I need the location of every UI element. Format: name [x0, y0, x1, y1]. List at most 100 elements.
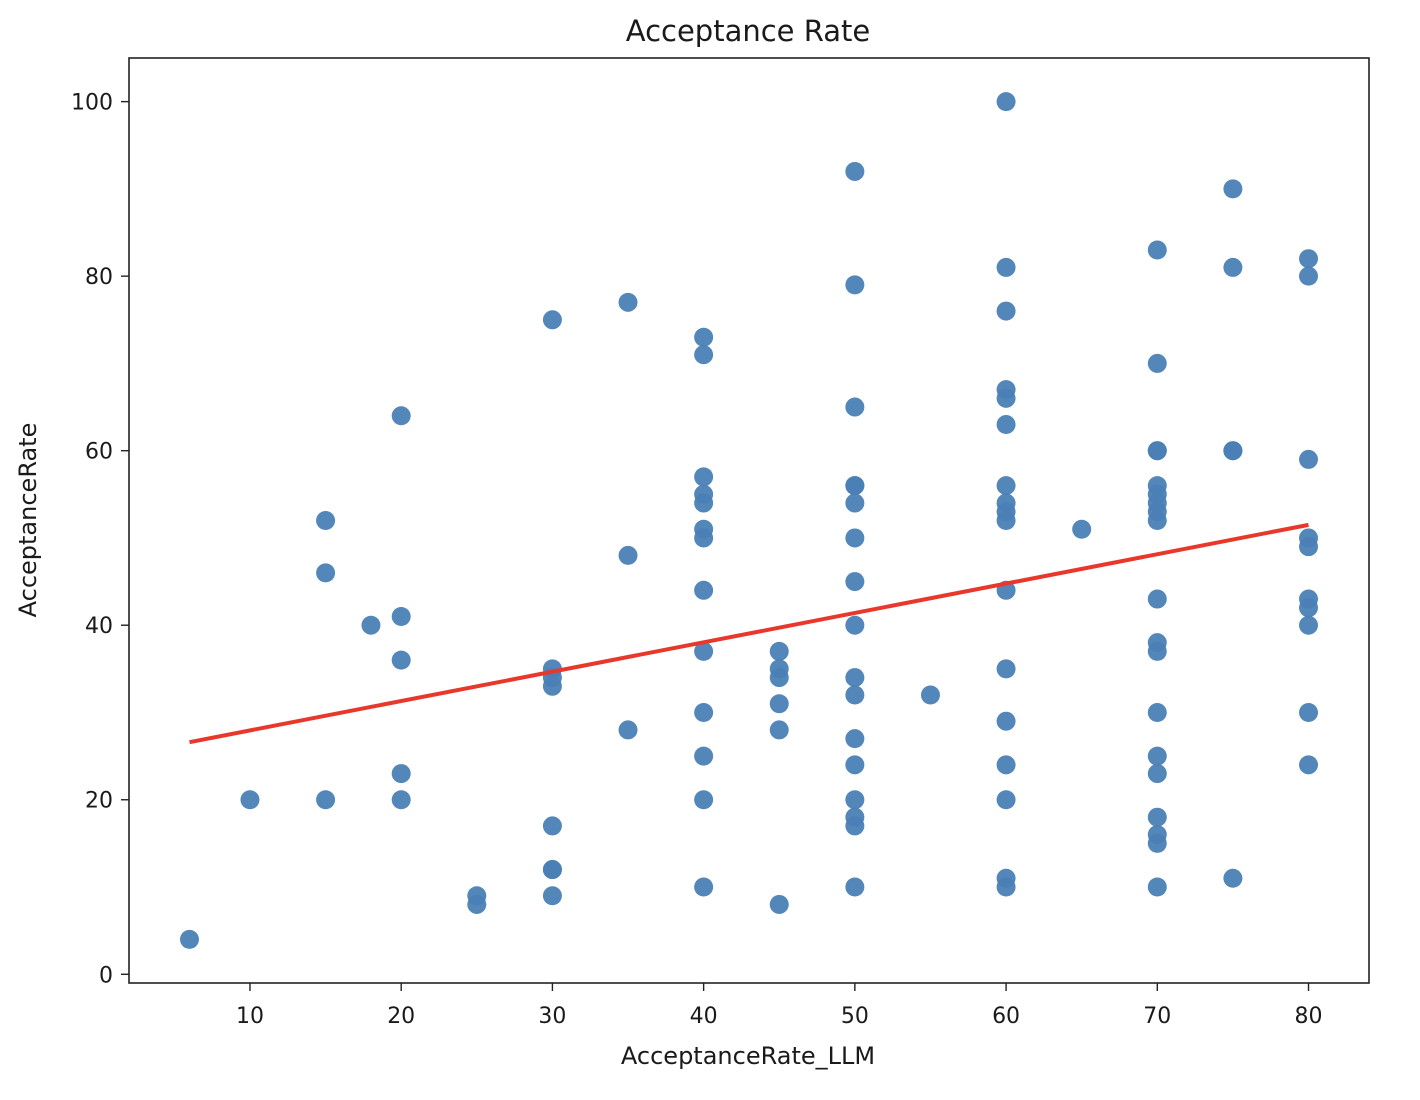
scatter-point	[996, 790, 1016, 810]
scatter-point	[845, 397, 865, 417]
scatter-point	[845, 685, 865, 705]
scatter-point	[618, 292, 638, 312]
scatter-point	[845, 528, 865, 548]
scatter-point	[996, 388, 1016, 408]
x-tick-label: 80	[1295, 1004, 1323, 1029]
scatter-point	[1147, 877, 1167, 897]
scatter-point	[694, 345, 714, 365]
scatter-point	[694, 702, 714, 722]
scatter-point	[996, 511, 1016, 530]
scatter-point	[996, 711, 1016, 731]
scatter-point	[845, 493, 865, 513]
y-tick-label: 80	[85, 265, 113, 290]
scatter-point	[391, 606, 411, 626]
scatter-point	[1147, 746, 1167, 766]
y-tick-label: 100	[71, 91, 113, 116]
scatter-point	[1147, 833, 1167, 853]
scatter-point	[1223, 441, 1243, 461]
scatter-point	[694, 746, 714, 766]
y-tick-label: 60	[85, 440, 113, 465]
scatter-point	[996, 877, 1016, 897]
scatter-point	[1223, 179, 1243, 199]
scatter-point	[769, 668, 789, 688]
scatter-point	[1299, 266, 1319, 286]
scatter-point	[845, 668, 865, 688]
scatter-point	[845, 790, 865, 810]
scatter-point	[769, 720, 789, 740]
scatter-point	[845, 161, 865, 181]
scatter-point	[618, 545, 638, 565]
x-axis-ticks: 10 20 30 40 50 60 70 80	[236, 983, 1323, 1029]
scatter-point	[1147, 641, 1167, 661]
scatter-point	[845, 275, 865, 295]
scatter-point	[1147, 353, 1167, 373]
y-axis-label: AcceptanceRate	[14, 423, 42, 618]
x-tick-label: 30	[538, 1004, 566, 1029]
scatter-point	[769, 894, 789, 914]
scatter-point	[361, 615, 381, 635]
scatter-point	[179, 929, 199, 949]
scatter-point	[467, 894, 487, 914]
x-tick-label: 70	[1143, 1004, 1171, 1029]
x-tick-label: 20	[387, 1004, 415, 1029]
scatter-point	[542, 886, 562, 906]
scatter-point	[1147, 764, 1167, 784]
scatter-point	[996, 476, 1016, 496]
scatter-point	[1147, 702, 1167, 722]
scatter-point	[769, 694, 789, 714]
scatter-point	[845, 476, 865, 496]
x-tick-label: 10	[236, 1004, 264, 1029]
scatter-point	[542, 816, 562, 836]
scatter-point	[845, 572, 865, 592]
scatter-point	[316, 790, 336, 810]
scatter-point	[845, 615, 865, 635]
scatter-point	[1299, 449, 1319, 469]
scatter-point	[542, 860, 562, 880]
plot-frame	[128, 57, 1370, 984]
scatter-point	[694, 580, 714, 600]
scatter-point	[1147, 589, 1167, 609]
scatter-point	[316, 511, 336, 530]
scatter-point	[845, 877, 865, 897]
scatter-point	[694, 641, 714, 661]
scatter-point	[845, 755, 865, 775]
x-tick-label: 60	[992, 1004, 1020, 1029]
scatter-point	[391, 764, 411, 784]
scatter-point	[1299, 598, 1319, 618]
y-tick-label: 20	[85, 789, 113, 814]
scatter-point	[920, 685, 940, 705]
scatter-point	[1299, 537, 1319, 557]
trend-line	[189, 522, 1309, 745]
scatter-point	[996, 92, 1016, 112]
scatter-point	[694, 528, 714, 548]
y-tick-label: 40	[85, 614, 113, 639]
scatter-point	[996, 301, 1016, 321]
scatter-point	[391, 790, 411, 810]
scatter-point	[1147, 807, 1167, 827]
scatter-point	[694, 327, 714, 347]
x-tick-label: 40	[690, 1004, 718, 1029]
scatter-points	[179, 92, 1319, 949]
scatter-point	[694, 790, 714, 810]
scatter-point	[1299, 755, 1319, 775]
scatter-point	[845, 816, 865, 836]
scatter-point	[845, 729, 865, 749]
scatter-point	[769, 641, 789, 661]
x-axis-label: AcceptanceRate_LLM	[621, 1042, 875, 1070]
scatter-point	[1299, 615, 1319, 635]
scatter-point	[1072, 519, 1092, 539]
scatter-point	[1147, 441, 1167, 461]
scatter-point	[542, 676, 562, 696]
scatter-point	[240, 790, 260, 810]
scatter-point	[1223, 868, 1243, 888]
x-tick-label: 50	[841, 1004, 869, 1029]
scatter-point	[996, 415, 1016, 435]
scatter-point	[391, 650, 411, 670]
scatter-point	[996, 755, 1016, 775]
scatter-point	[1299, 249, 1319, 269]
scatter-point	[694, 467, 714, 487]
scatter-point	[1147, 511, 1167, 530]
scatter-point	[316, 563, 336, 583]
